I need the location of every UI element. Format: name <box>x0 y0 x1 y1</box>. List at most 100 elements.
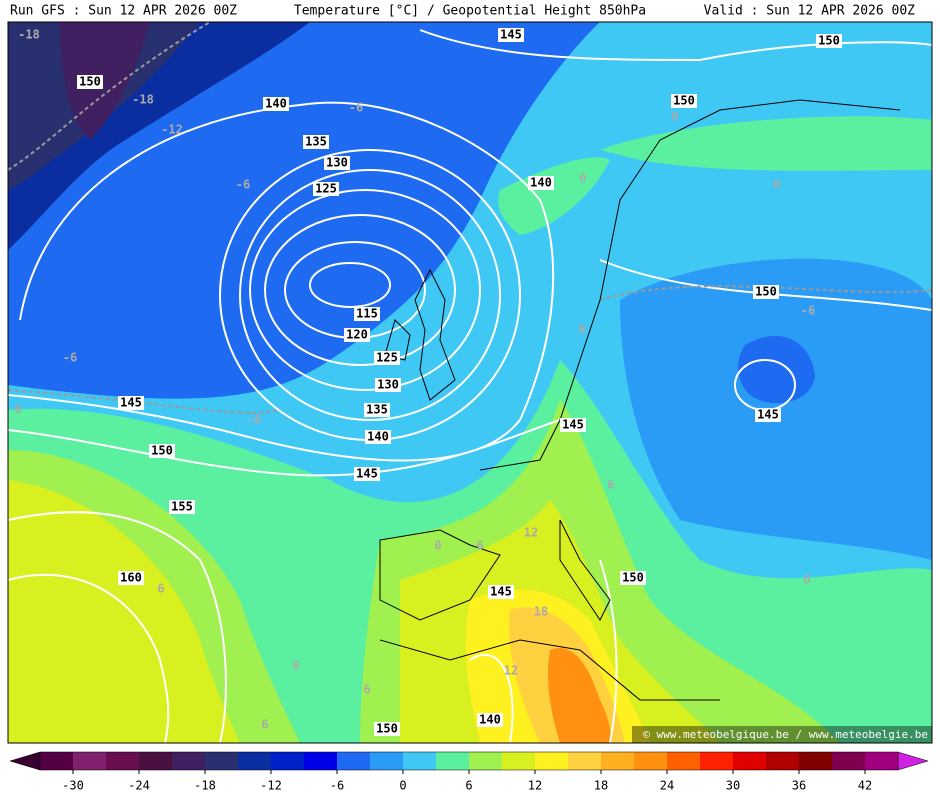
temperature-label: 6 <box>363 683 370 697</box>
temperature-label: -6 <box>247 413 261 427</box>
colorbar-segment <box>172 752 206 770</box>
height-label-bg <box>149 444 175 458</box>
height-label: 155 <box>171 500 193 514</box>
temperature-field <box>8 480 240 743</box>
height-label-bg <box>375 378 401 392</box>
colorbar-tick-label: -24 <box>128 779 150 793</box>
height-label: 145 <box>356 467 378 481</box>
height-label: 145 <box>120 396 142 410</box>
height-label-bg <box>344 328 370 342</box>
height-label-bg <box>528 176 554 190</box>
coastlines <box>379 99 901 701</box>
temperature-label: -6 <box>236 178 250 192</box>
height-label: 140 <box>265 97 287 111</box>
height-label: 145 <box>562 418 584 432</box>
colorbar-tick-label: 36 <box>792 779 806 793</box>
temperature-label: -18 <box>18 28 40 42</box>
colorbar-tick-label: 6 <box>465 779 472 793</box>
map-title: Temperature [°C] / Geopotential Height 8… <box>294 4 646 19</box>
height-label-bg <box>753 285 779 299</box>
temperature-label: 6 <box>607 478 614 492</box>
height-label: 150 <box>622 571 644 585</box>
colorbar-tick-label: 18 <box>594 779 608 793</box>
height-label: 125 <box>376 351 398 365</box>
height-label-bg <box>313 182 339 196</box>
colorbar-segment <box>865 752 899 770</box>
temperature-label: 0 <box>671 110 678 124</box>
temperature-label: -6 <box>349 101 363 115</box>
colorbar-tick-label: -6 <box>330 779 344 793</box>
height-label-bg <box>324 156 350 170</box>
colorbar-tick-label: -12 <box>260 779 282 793</box>
colorbar-tick-label: -30 <box>62 779 84 793</box>
height-label-bg <box>488 585 514 599</box>
colorbar-segment <box>271 752 305 770</box>
colorbar-segment <box>238 752 272 770</box>
colorbar-segment <box>106 752 140 770</box>
temperature-label: 0 <box>434 539 441 553</box>
colorbar-segment <box>73 752 107 770</box>
height-label: 150 <box>755 285 777 299</box>
height-label-bg <box>477 713 503 727</box>
colorbar-segment <box>535 752 569 770</box>
height-label-bg <box>755 408 781 422</box>
temperature-field <box>60 22 150 140</box>
credit-box <box>632 726 932 743</box>
colorbar-tick-label: 30 <box>726 779 740 793</box>
temperature-label: -12 <box>161 123 183 137</box>
temperature-label: 6 <box>476 539 483 553</box>
height-label-bg <box>77 75 103 89</box>
height-label-bg <box>364 403 390 417</box>
colorbar-segment <box>568 752 602 770</box>
temperature-label: 18 <box>534 605 548 619</box>
height-label: 140 <box>530 176 552 190</box>
height-label: 135 <box>305 135 327 149</box>
valid-info: Valid : Sun 12 APR 2026 00Z <box>704 4 915 19</box>
colorbar-tick-label: 42 <box>858 779 872 793</box>
colorbar-segment <box>370 752 404 770</box>
colorbar-segment <box>766 752 800 770</box>
colorbar-segment <box>205 752 239 770</box>
temperature-label: 0 <box>579 172 586 186</box>
temperature-label: 0 <box>773 178 780 192</box>
height-label-bg <box>498 28 524 42</box>
height-label-bg <box>354 467 380 481</box>
colorbar-tick-label: 24 <box>660 779 674 793</box>
height-label: 145 <box>490 585 512 599</box>
height-label: 120 <box>346 328 368 342</box>
colorbar-segment <box>403 752 437 770</box>
colorbar-segment <box>139 752 173 770</box>
temperature-label: 6 <box>261 718 268 732</box>
colorbar-segment <box>601 752 635 770</box>
colorbar-segment <box>733 752 767 770</box>
height-label-bg <box>816 34 842 48</box>
colorbar-segment <box>40 752 74 770</box>
colorbar-segment <box>304 752 338 770</box>
height-label: 125 <box>315 182 337 196</box>
height-label: 115 <box>356 307 378 321</box>
height-label: 150 <box>376 722 398 736</box>
height-label: 130 <box>377 378 399 392</box>
height-label-bg <box>671 94 697 108</box>
height-label-bg <box>365 430 391 444</box>
temperature-label: 0 <box>14 403 21 417</box>
credit: © www.meteobelgique.be / www.meteobelgie… <box>643 728 928 741</box>
colorbar-tick-label: -18 <box>194 779 216 793</box>
temperature-label: 12 <box>524 526 538 540</box>
colorbar: -30 -24 -18 -12 -6 0 6 12 18 24 30 36 42 <box>9 751 929 793</box>
height-label-bg <box>118 571 144 585</box>
temperature-label: 0 <box>803 573 810 587</box>
colorbar-segment <box>502 752 536 770</box>
height-label: 150 <box>818 34 840 48</box>
temperature-field <box>498 157 610 235</box>
temperature-label: -6 <box>801 304 815 318</box>
height-label: 140 <box>479 713 501 727</box>
temperature-label: 6 <box>157 582 164 596</box>
temperature-field <box>548 648 611 743</box>
temperature-field <box>600 116 932 171</box>
colorbar-segment <box>469 752 503 770</box>
height-label-bg <box>169 500 195 514</box>
